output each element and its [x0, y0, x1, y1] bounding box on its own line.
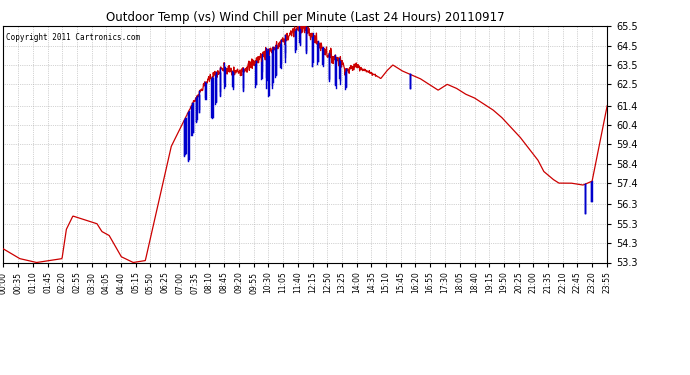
- Text: Copyright 2011 Cartronics.com: Copyright 2011 Cartronics.com: [6, 33, 141, 42]
- Title: Outdoor Temp (vs) Wind Chill per Minute (Last 24 Hours) 20110917: Outdoor Temp (vs) Wind Chill per Minute …: [106, 11, 504, 24]
